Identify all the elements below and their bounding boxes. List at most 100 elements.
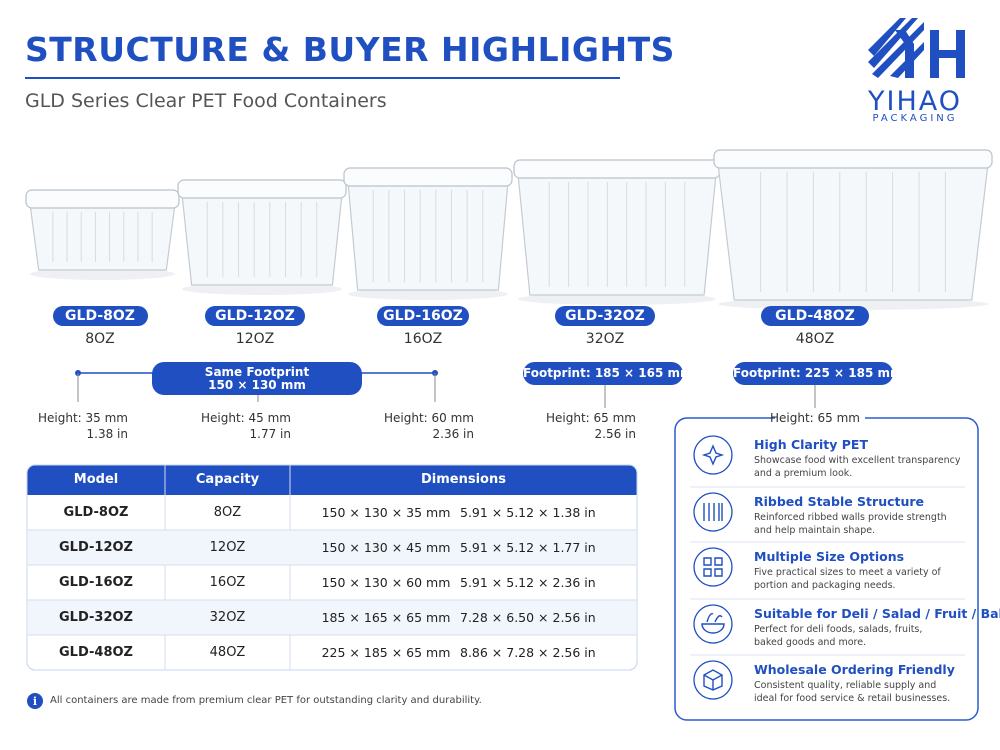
table-cell: 225 × 185 × 65 mm <box>321 645 451 660</box>
table-cell: 185 × 165 × 65 mm <box>321 610 451 625</box>
feature-glyph <box>703 669 723 691</box>
table-cell: 150 × 130 × 45 mm <box>321 540 451 555</box>
logo-name: YIHAO <box>867 86 962 117</box>
feature-glyph <box>703 557 723 577</box>
table-cell: 48OZ <box>209 645 246 660</box>
height-text: Height: 35 mm <box>38 411 128 425</box>
table-header: Dimensions <box>421 472 506 487</box>
table-header: Model <box>73 472 119 487</box>
table-cell: 7.28 × 6.50 × 2.56 in <box>460 610 596 625</box>
subtitle: GLD Series Clear PET Food Containers <box>25 90 387 112</box>
feature-desc: Five practical sizes to meet a variety o… <box>754 567 941 578</box>
model-pill: GLD-12OZ <box>205 306 305 326</box>
model-pill: GLD-48OZ <box>761 306 869 326</box>
row-shade <box>28 530 636 565</box>
container-part <box>348 288 508 300</box>
feature-title: High Clarity PET <box>754 437 868 452</box>
container-part <box>513 159 721 179</box>
feature-desc: ideal for food service & retail business… <box>754 693 951 704</box>
feature-desc: Reinforced ribbed walls provide strength <box>754 512 947 523</box>
height-text: Height: 60 mm <box>384 411 474 425</box>
feature-title: Ribbed Stable Structure <box>754 494 925 509</box>
height-text: 1.77 in <box>249 427 291 441</box>
label-gap <box>775 410 865 426</box>
info-glyph: i <box>33 695 37 708</box>
feature-glyph <box>703 503 723 521</box>
table-cell: 5.91 × 5.12 × 1.38 in <box>460 505 596 520</box>
height-text: Height: 45 mm <box>201 411 291 425</box>
container-part <box>343 167 513 187</box>
height-text: Height: 65 mm <box>546 411 636 425</box>
model-pill: GLD-16OZ <box>377 306 469 326</box>
feature-desc: and a premium look. <box>754 468 853 479</box>
feature-icon <box>693 547 733 587</box>
feature-glyph <box>701 444 725 466</box>
container-part <box>347 181 509 291</box>
capacity: 32OZ <box>585 331 625 347</box>
title: STRUCTURE & BUYER HIGHLIGHTS <box>25 30 675 69</box>
table-frame <box>26 464 638 671</box>
container-image <box>25 189 180 280</box>
table-cell: GLD-12OZ <box>59 540 133 555</box>
table-cell: 5.91 × 5.12 × 1.77 in <box>460 540 596 555</box>
container-image <box>177 179 347 295</box>
feature-glyph <box>701 612 725 634</box>
table-cell: 150 × 130 × 35 mm <box>321 505 451 520</box>
capacity: 48OZ <box>795 331 835 347</box>
footprint-text: Footprint: 225 × 185 mm <box>733 366 903 380</box>
height-text: 1.38 in <box>86 427 128 441</box>
model-pill: GLD-8OZ <box>52 306 148 326</box>
footprint-pill: Footprint: 225 × 185 mm <box>733 362 903 385</box>
container-part <box>177 179 347 199</box>
table-cell: 8.86 × 7.28 × 2.56 in <box>460 645 596 660</box>
footprint-text: Footprint: 185 × 165 mm <box>523 366 693 380</box>
feature-desc: portion and packaging needs. <box>754 580 896 591</box>
container-part <box>29 203 176 271</box>
footprint-pill: Same Footprint 150 × 130 mm <box>152 362 362 395</box>
feature-title: Multiple Size Options <box>754 549 905 564</box>
table-cell: 32OZ <box>209 610 246 625</box>
container-part <box>182 283 342 295</box>
logo-tagline: PACKAGING <box>872 113 958 124</box>
feature-title: Suitable for Deli / Salad / Fruit / Bake… <box>754 606 1000 621</box>
container-part <box>518 293 716 305</box>
model-pill: GLD-32OZ <box>555 306 655 326</box>
container-part <box>25 189 180 209</box>
height-text: 2.36 in <box>432 427 474 441</box>
table-cell: 8OZ <box>213 505 242 520</box>
feature-icon <box>693 435 733 475</box>
table-cell: 16OZ <box>209 575 246 590</box>
container-part <box>713 149 993 169</box>
table-header-bg <box>27 465 637 495</box>
height-text: Height: 65 mm <box>770 411 860 425</box>
table-cell: GLD-32OZ <box>59 610 133 625</box>
container-part <box>181 193 343 286</box>
feature-desc: baked goods and more. <box>754 637 867 648</box>
feature-icon <box>693 492 733 532</box>
feature-desc: and help maintain shape. <box>754 525 876 536</box>
feature-desc: Consistent quality, reliable supply and <box>754 680 937 691</box>
table-cell: 5.91 × 5.12 × 2.36 in <box>460 575 596 590</box>
info-icon <box>27 693 43 709</box>
row-shade <box>28 600 636 635</box>
container-part <box>717 163 989 301</box>
feature-desc: Showcase food with excellent transparenc… <box>754 455 961 466</box>
table-cell: 150 × 130 × 60 mm <box>321 575 451 590</box>
feature-title: Wholesale Ordering Friendly <box>754 662 955 677</box>
footnote: All containers are made from premium cle… <box>50 695 482 706</box>
table-header: Capacity <box>195 472 260 487</box>
capacity: 12OZ <box>235 331 275 347</box>
container-image <box>343 167 513 300</box>
table-cell: GLD-48OZ <box>59 645 133 660</box>
container-part <box>517 173 717 296</box>
capacity: 16OZ <box>403 331 443 347</box>
height-text: 2.56 in <box>594 427 636 441</box>
table-frame <box>26 464 638 671</box>
container-image <box>513 159 721 305</box>
footprint-text: Same Footprint <box>204 364 310 379</box>
footprint-pill: Footprint: 185 × 165 mm <box>523 362 693 385</box>
logo-mark <box>868 18 965 78</box>
table-cell: GLD-16OZ <box>59 575 133 590</box>
table-cell: 12OZ <box>209 540 246 555</box>
